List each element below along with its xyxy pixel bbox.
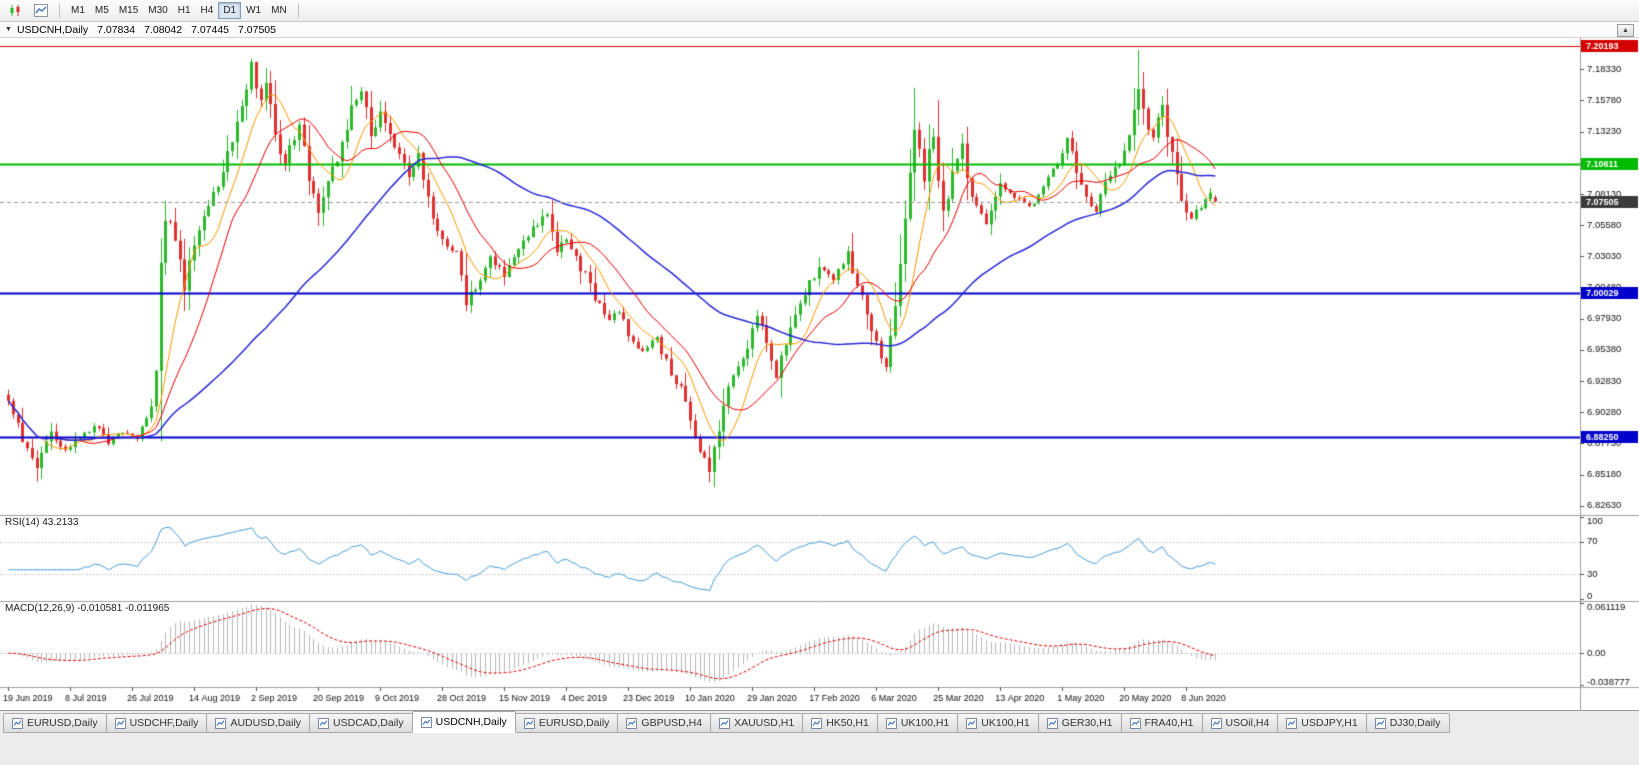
chart-tab-bar: EURUSD,Daily USDCHF,Daily AUDUSD,Daily USDC… [0, 710, 1639, 734]
candlestick-chart-icon[interactable] [4, 1, 28, 21]
main-chart-canvas[interactable] [0, 38, 1639, 710]
chart-tab-label: FRA40,H1 [1144, 717, 1194, 729]
line-chart-icon[interactable] [29, 1, 53, 21]
timeframe-button-w1[interactable]: W1 [241, 2, 266, 19]
chart-tab-eurusd-daily[interactable]: EURUSD,Daily [514, 713, 619, 733]
chart-tab-label: AUDUSD,Daily [230, 717, 302, 729]
chart-tab-ger30-h1[interactable]: GER30,H1 [1037, 713, 1122, 733]
ohlc-low: 7.07445 [191, 23, 230, 36]
rsi-indicator-label: RSI(14) 43.2133 [5, 517, 79, 528]
chart-tab-label: UK100,H1 [981, 717, 1030, 729]
chart-tab-icon [885, 717, 897, 729]
chart-tab-label: GBPUSD,H4 [641, 717, 703, 729]
chart-tab-icon [811, 717, 823, 729]
chart-tab-icon [719, 717, 731, 729]
chart-tab-icon [1210, 717, 1222, 729]
ohlc-open: 7.07834 [97, 23, 136, 36]
chart-titlebar: ▼ USDCNH,Daily 7.07834 7.08042 7.07445 7… [0, 22, 1639, 38]
ohlc-close: 7.07505 [238, 23, 276, 36]
chart-tab-label: USDCHF,Daily [129, 717, 199, 729]
chart-tab-xauusd-h1[interactable]: XAUUSD,H1 [710, 713, 804, 733]
chart-tab-usdjpy-h1[interactable]: USDJPY,H1 [1277, 713, 1367, 733]
chart-tab-label: USDCAD,Daily [333, 717, 404, 729]
chart-tab-hk50-h1[interactable]: HK50,H1 [802, 713, 878, 733]
chart-tab-label: HK50,H1 [826, 717, 869, 729]
chart-tab-uk100-h1[interactable]: UK100,H1 [876, 713, 959, 733]
chart-tab-label: UK100,H1 [900, 717, 950, 729]
chart-tab-icon [420, 716, 432, 728]
chart-tab-icon [114, 717, 126, 729]
timeframe-button-m15[interactable]: M15 [114, 2, 143, 19]
chart-tab-label: EURUSD,Daily [27, 717, 98, 729]
chart-tab-uk100-h1[interactable]: UK100,H1 [957, 713, 1039, 733]
chart-tab-icon [966, 717, 978, 729]
chart-tab-usdcnh-daily[interactable]: USDCNH,Daily [411, 711, 516, 733]
timeframe-button-h4[interactable]: H4 [196, 2, 219, 19]
chart-tab-label: DJ30,Daily [1389, 717, 1441, 729]
timeframe-button-mn[interactable]: MN [266, 2, 292, 19]
chart-tab-audusd-daily[interactable]: AUDUSD,Daily [206, 713, 311, 733]
timeframe-button-m5[interactable]: M5 [90, 2, 114, 19]
chart-tab-label: USOil,H4 [1225, 717, 1270, 729]
chart-tab-usoil-h4[interactable]: USOil,H4 [1201, 713, 1279, 733]
chart-tab-label: XAUUSD,H1 [734, 717, 795, 729]
chart-tab-icon [1129, 717, 1141, 729]
ohlc-high: 7.08042 [144, 23, 183, 36]
chart-tab-icon [523, 717, 535, 729]
chart-tab-usdcad-daily[interactable]: USDCAD,Daily [309, 713, 413, 733]
chart-tab-icon [1286, 717, 1298, 729]
chart-tab-label: GER30,H1 [1061, 717, 1113, 729]
timeframe-button-d1[interactable]: D1 [218, 2, 242, 19]
chart-tab-icon [12, 717, 23, 729]
chart-tab-icon [1046, 717, 1058, 729]
chart-tab-fra40-h1[interactable]: FRA40,H1 [1120, 713, 1203, 733]
timeframe-button-m1[interactable]: M1 [66, 2, 90, 19]
chart-tab-eurusd-daily[interactable]: EURUSD,Daily [3, 713, 107, 733]
chart-tab-icon [318, 717, 330, 729]
chart-tab-label: USDCNH,Daily [435, 716, 507, 728]
chart-tab-icon [215, 717, 227, 729]
chart-tab-dj30-daily[interactable]: DJ30,Daily [1365, 713, 1450, 733]
timeframe-button-m30[interactable]: M30 [143, 2, 172, 19]
scroll-up-button[interactable]: ▲ [1617, 24, 1634, 37]
toolbar-separator [59, 3, 60, 18]
chart-tab-label: USDJPY,H1 [1301, 717, 1358, 729]
toolbar-separator [297, 3, 299, 18]
chart-tab-icon [1374, 717, 1386, 729]
toolbar: M1 M5 M15 M30 H1 H4 D1 W1 MN [0, 0, 1639, 22]
timeframe-button-group: M1 M5 M15 M30 H1 H4 D1 W1 MN [66, 2, 292, 19]
chart-tab-icon [626, 717, 638, 729]
macd-indicator-label: MACD(12,26,9) -0.010581 -0.011965 [5, 603, 170, 614]
chart-symbol-title: USDCNH,Daily [16, 23, 89, 36]
chart-tab-label: EURUSD,Daily [538, 717, 610, 729]
collapse-arrow-icon[interactable]: ▼ [5, 25, 12, 33]
chart-tab-usdchf-daily[interactable]: USDCHF,Daily [105, 713, 208, 733]
timeframe-button-h1[interactable]: H1 [173, 2, 196, 19]
chart-tab-gbpusd-h4[interactable]: GBPUSD,H4 [617, 713, 712, 733]
